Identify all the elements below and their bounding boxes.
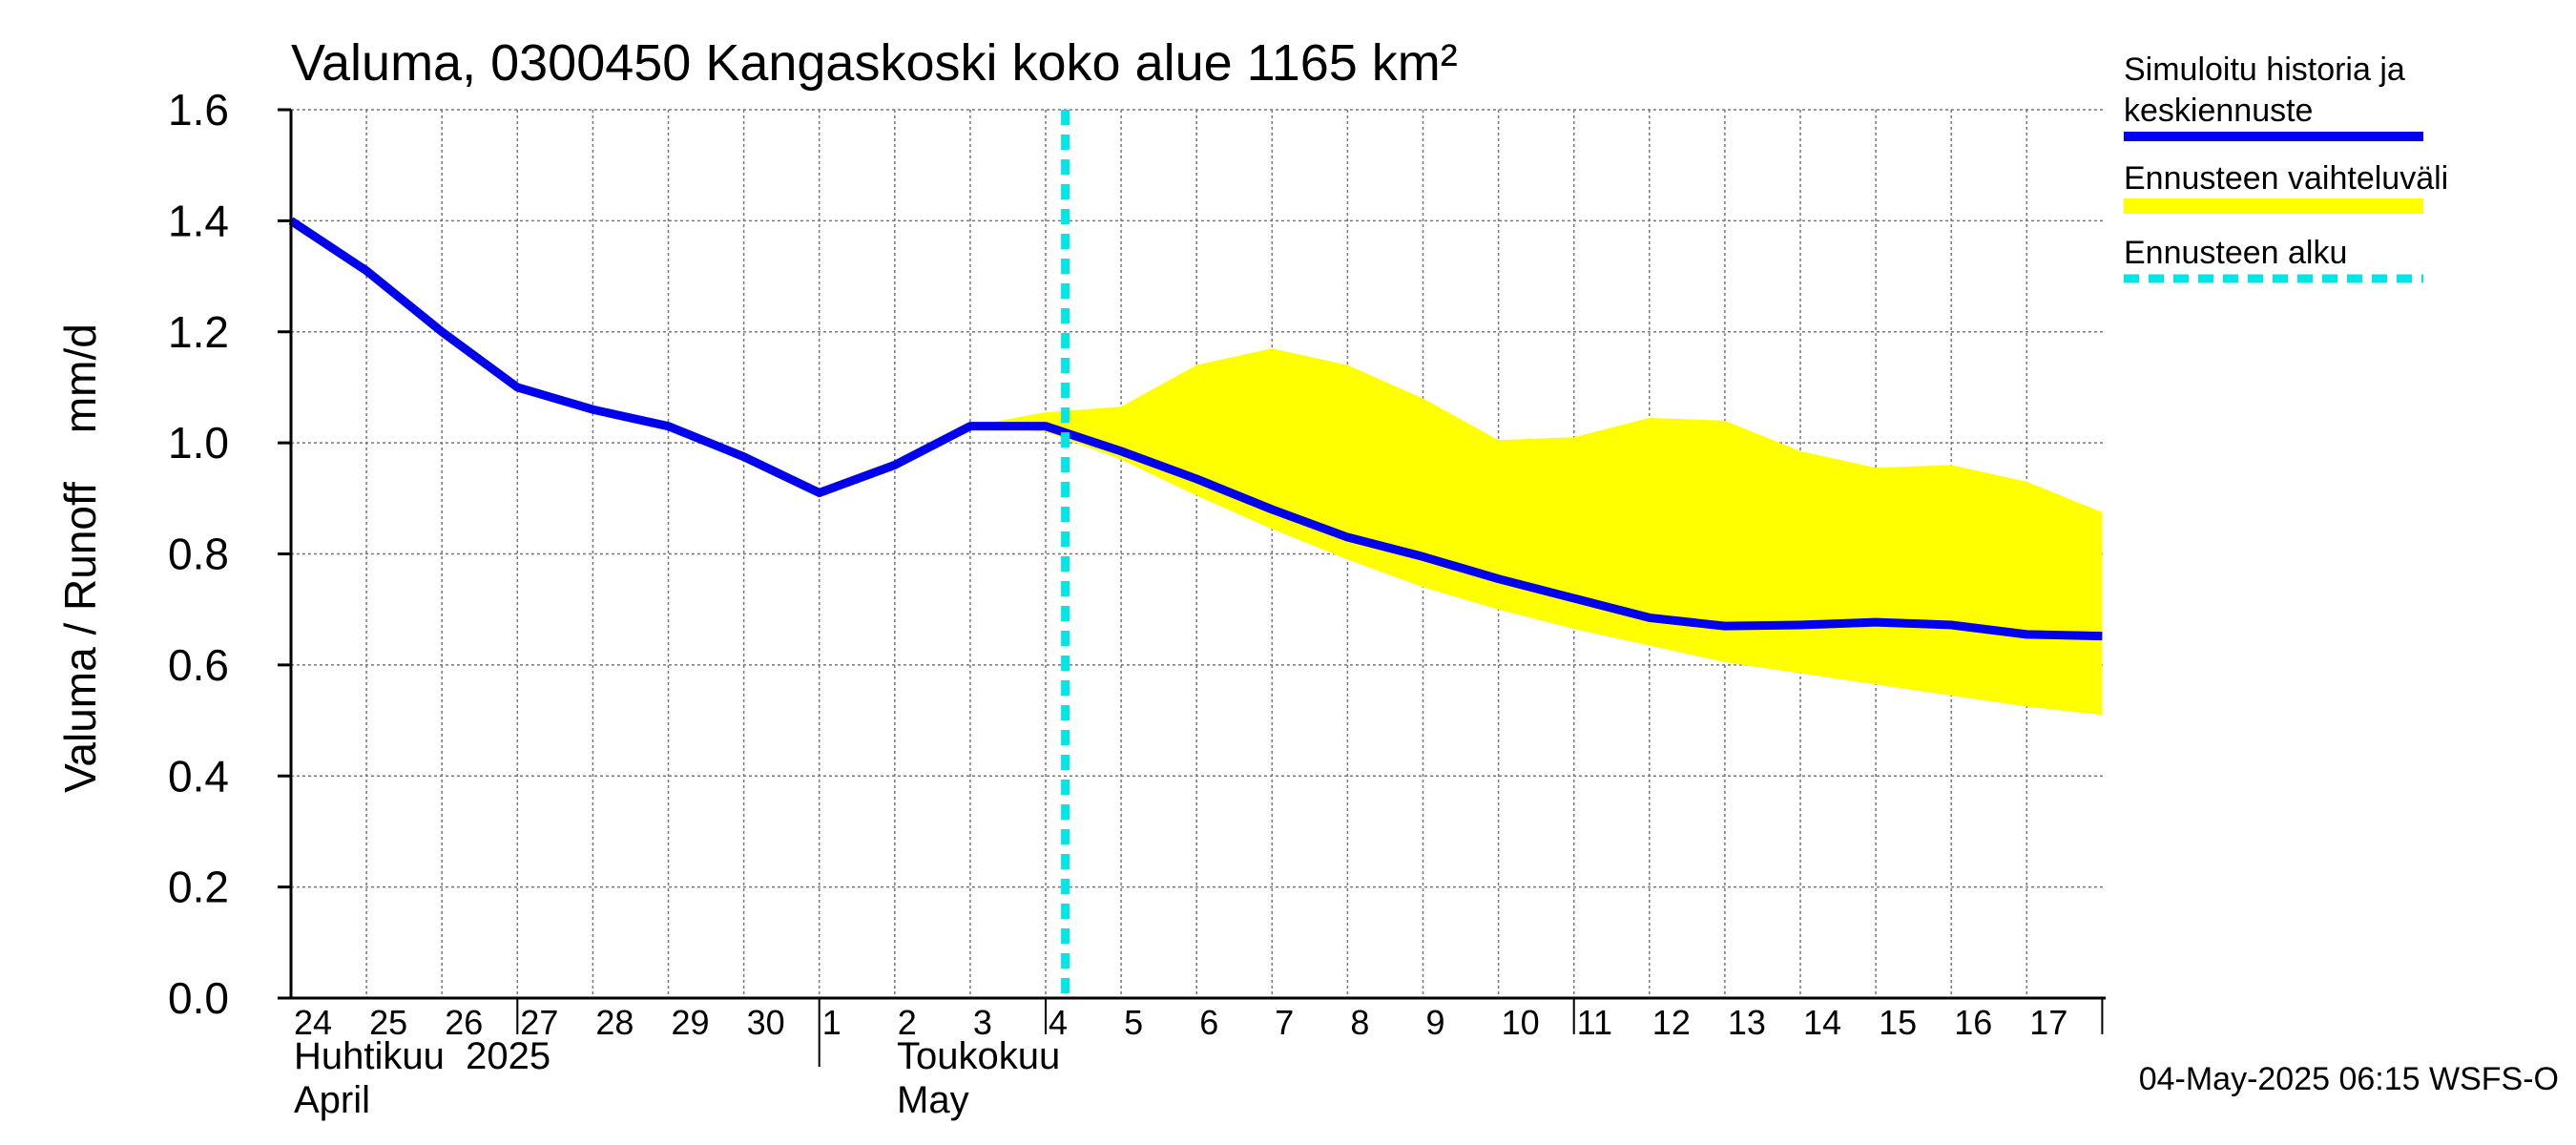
y-tick-label: 0.8 [168, 530, 229, 579]
y-tick-label: 0.6 [168, 640, 229, 690]
x-tick-label: 14 [1803, 1003, 1841, 1042]
y-tick-labels: 0.0 0.2 0.4 0.6 0.8 1.0 1.2 1.4 1.6 [168, 85, 229, 1023]
x-tick-label: 11 [1577, 1003, 1612, 1042]
simulated-runoff-line [288, 217, 2103, 641]
y-tick-label: 0.0 [168, 973, 229, 1023]
legend: Simuloitu historia ja keskiennuste Ennus… [2124, 52, 2448, 283]
legend-label-forecast-start: Ennusteen alku [2124, 235, 2347, 271]
y-axis-label: Valuma / Runoff mm/d [55, 323, 105, 793]
x-tick-labels: 24 25 26 27 28 29 30 1 2 3 4 5 6 7 8 9 10 11 12 13 14 15 16 17 [294, 1003, 2067, 1042]
forecast-range-area [969, 348, 2103, 716]
x-tick-label: 27 [520, 1003, 558, 1042]
y-tick-label: 0.2 [168, 863, 229, 912]
month-label-may-1: Toukokuu [897, 1035, 1060, 1077]
footer-timestamp: 04-May-2025 06:15 WSFS-O [2139, 1061, 2559, 1097]
x-tick-label: 15 [1879, 1003, 1917, 1042]
x-tick-label: 26 [445, 1003, 483, 1042]
x-tick-label: 13 [1728, 1003, 1766, 1042]
x-tick-label: 7 [1275, 1003, 1294, 1042]
grid [291, 109, 2106, 998]
y-tick-label: 1.4 [168, 196, 229, 245]
y-tick-label: 1.0 [168, 418, 229, 468]
x-tick-label: 12 [1652, 1003, 1691, 1042]
legend-label-range: Ennusteen vaihteluväli [2124, 160, 2448, 197]
x-tick-label: 17 [2029, 1003, 2067, 1042]
legend-label-simulated-1: Simuloitu historia ja [2124, 52, 2405, 88]
month-label-april-1: Huhtikuu 2025 [294, 1035, 551, 1077]
month-label-april-2: April [294, 1079, 370, 1121]
x-tick-label: 5 [1124, 1003, 1143, 1042]
x-tick-label: 2 [898, 1003, 917, 1042]
x-tick-label: 25 [369, 1003, 407, 1042]
x-tick-label: 8 [1350, 1003, 1369, 1042]
x-tick-label: 1 [822, 1003, 841, 1042]
legend-label-simulated-2: keskiennuste [2124, 93, 2313, 129]
x-tick-label: 24 [294, 1003, 332, 1042]
series-layer [288, 110, 2103, 998]
x-tick-label: 29 [672, 1003, 710, 1042]
x-tick-label: 10 [1502, 1003, 1540, 1042]
month-label-may-2: May [897, 1079, 969, 1121]
chart-title: Valuma, 0300450 Kangaskoski koko alue 11… [291, 34, 1458, 92]
forecast-range-band [969, 348, 2103, 716]
x-tick-label: 28 [595, 1003, 634, 1042]
x-tick-label: 16 [1954, 1003, 1992, 1042]
y-tick-label: 1.2 [168, 307, 229, 357]
x-tick-label: 4 [1049, 1003, 1068, 1042]
x-tick-label: 9 [1426, 1003, 1445, 1042]
x-tick-label: 6 [1199, 1003, 1218, 1042]
x-tick-label: 30 [747, 1003, 785, 1042]
axes [278, 108, 2106, 1067]
y-tick-label: 0.4 [168, 751, 229, 801]
x-tick-label: 3 [973, 1003, 992, 1042]
y-tick-label: 1.6 [168, 85, 229, 135]
